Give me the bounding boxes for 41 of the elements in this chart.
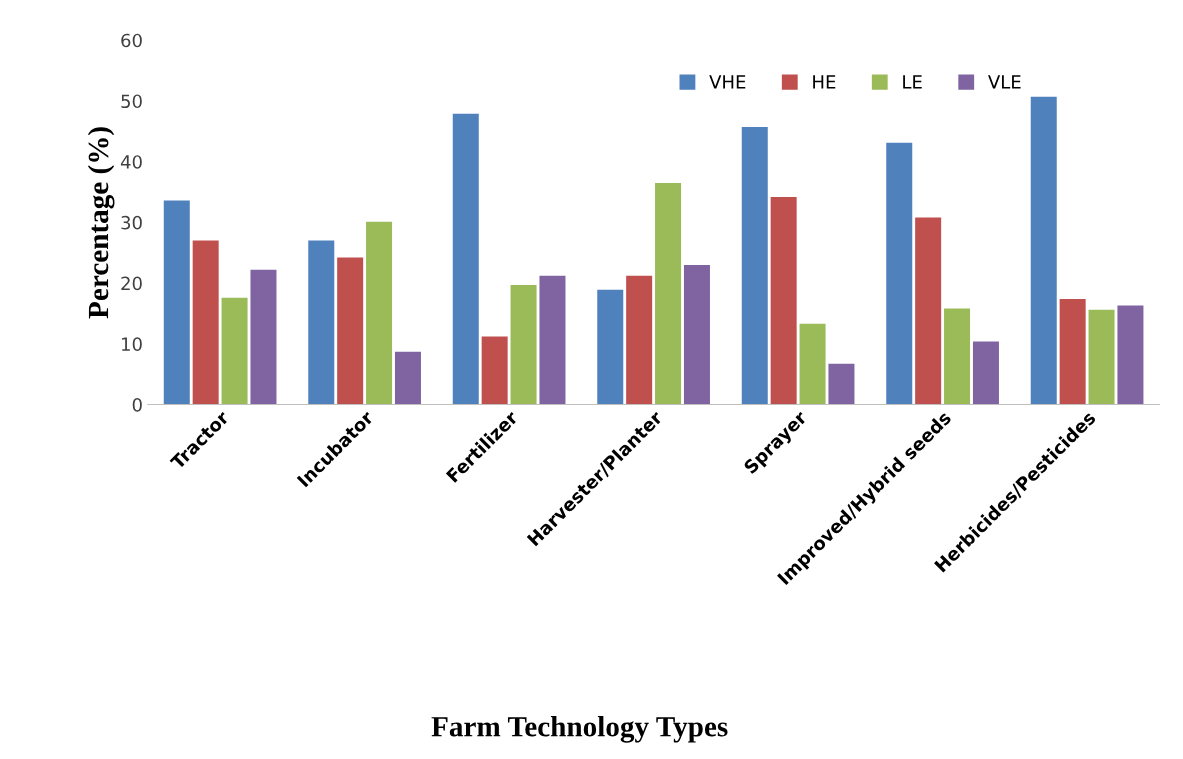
bar bbox=[828, 363, 855, 405]
bar bbox=[308, 240, 335, 405]
bar bbox=[770, 196, 797, 405]
bar bbox=[655, 182, 682, 405]
bar bbox=[799, 323, 826, 405]
bar bbox=[337, 257, 364, 405]
bar bbox=[163, 200, 190, 405]
bar bbox=[944, 308, 971, 405]
bar bbox=[1059, 298, 1086, 405]
y-tick-label: 10 bbox=[122, 337, 142, 351]
legend-label: VHE bbox=[709, 75, 746, 89]
bar bbox=[510, 284, 537, 405]
bar bbox=[915, 217, 942, 405]
bar bbox=[366, 221, 393, 405]
bar bbox=[1117, 305, 1144, 405]
bar bbox=[221, 297, 248, 405]
legend-label: VLE bbox=[988, 75, 1021, 89]
legend-label: HE bbox=[813, 75, 836, 89]
y-tick-label: 30 bbox=[121, 215, 142, 230]
bar bbox=[192, 240, 219, 405]
y-tick-label: 20 bbox=[121, 276, 142, 291]
bar bbox=[394, 351, 421, 405]
bar bbox=[683, 264, 710, 405]
legend-label: LE bbox=[903, 75, 922, 89]
y-axis-title: Percentage (%) bbox=[87, 127, 115, 319]
y-tick-label: 0 bbox=[132, 398, 142, 412]
bar bbox=[452, 113, 479, 405]
y-tick-label: 40 bbox=[120, 155, 142, 169]
bar bbox=[250, 269, 277, 405]
bar bbox=[972, 341, 999, 405]
x-axis-title: Farm Technology Types bbox=[431, 715, 728, 743]
bar bbox=[481, 336, 508, 405]
bar bbox=[886, 142, 913, 405]
bar bbox=[626, 275, 653, 405]
bar bbox=[1088, 309, 1115, 405]
bar bbox=[741, 127, 768, 405]
bar bbox=[1030, 96, 1057, 405]
bar bbox=[597, 289, 624, 405]
y-tick-label: 60 bbox=[121, 33, 142, 48]
y-tick-label: 50 bbox=[121, 94, 142, 109]
bar bbox=[539, 275, 566, 405]
